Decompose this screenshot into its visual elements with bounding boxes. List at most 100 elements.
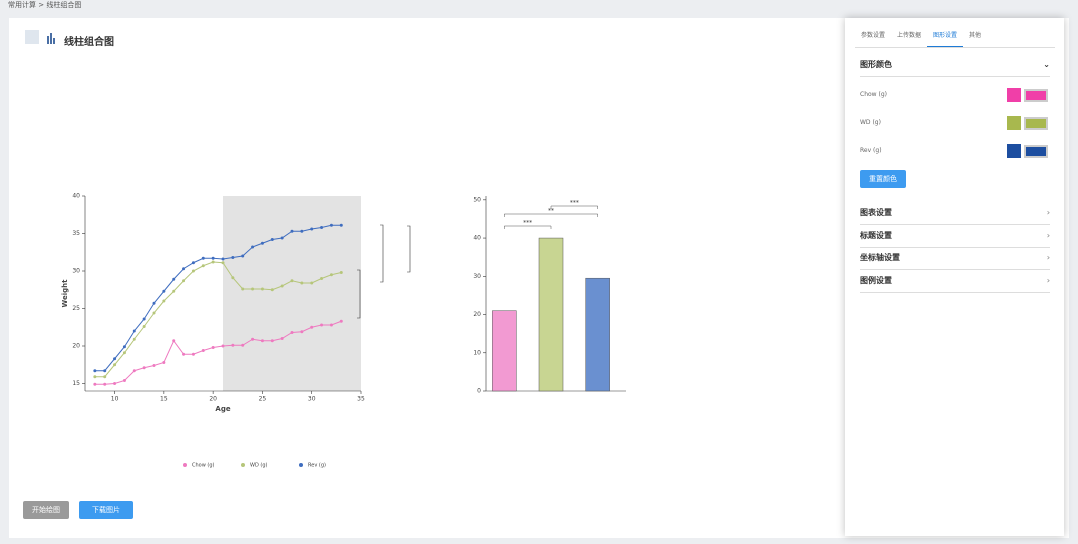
section-title[interactable]: 坐标轴设置 › xyxy=(860,247,1050,270)
point xyxy=(241,287,245,291)
point xyxy=(191,269,195,273)
point xyxy=(231,343,235,347)
point xyxy=(251,287,255,291)
tab[interactable]: 图形设置 xyxy=(927,26,964,47)
tab[interactable]: 参数设置 xyxy=(861,32,886,39)
color-swatch[interactable] xyxy=(1007,116,1021,130)
button[interactable]: 开始绘图 xyxy=(23,501,69,519)
color-swatch[interactable] xyxy=(1007,144,1021,158)
point xyxy=(162,299,166,303)
point xyxy=(93,369,97,373)
point xyxy=(270,238,274,241)
legend-label: Chow (g) xyxy=(192,463,215,469)
y-tick-label: 40 xyxy=(72,193,80,200)
point xyxy=(221,257,225,261)
point xyxy=(132,337,136,341)
y-tick-label: 20 xyxy=(473,311,481,318)
point xyxy=(329,323,333,327)
color-label: Chow (g) xyxy=(860,91,887,98)
point xyxy=(182,267,186,271)
point xyxy=(290,279,294,283)
point xyxy=(103,369,107,373)
section-title[interactable]: 图例设置 › xyxy=(860,270,1050,293)
significance-bracket xyxy=(550,205,598,209)
y-tick-label: 20 xyxy=(72,343,80,350)
point xyxy=(122,351,126,355)
chevron: › xyxy=(1046,275,1050,285)
y-tick-label: 40 xyxy=(473,235,481,242)
y-tick-label: 0 xyxy=(477,388,481,395)
point xyxy=(339,271,343,274)
point xyxy=(251,337,255,341)
label: 标题设置 xyxy=(860,230,892,240)
label: 图例设置 xyxy=(860,275,892,285)
point xyxy=(231,276,235,280)
y-tick-label: 15 xyxy=(72,380,80,387)
x-tick-label: 15 xyxy=(160,396,168,403)
point xyxy=(142,325,146,328)
label: 图表设置 xyxy=(860,208,892,217)
label: 图形颜色 xyxy=(860,60,892,69)
point xyxy=(320,277,324,280)
point xyxy=(310,281,314,285)
point xyxy=(211,256,215,260)
button[interactable]: 重置颜色 xyxy=(860,170,906,188)
point xyxy=(241,254,245,258)
button[interactable]: 下载图片 xyxy=(79,501,133,519)
point xyxy=(182,279,186,283)
section-title[interactable]: 标题设置 › xyxy=(860,225,1050,248)
point xyxy=(182,352,186,356)
point xyxy=(329,223,333,227)
y-tick-label: 30 xyxy=(473,273,481,280)
color-bar[interactable] xyxy=(1024,117,1048,130)
x-tick-label: 20 xyxy=(209,396,217,403)
charts: 15 20 25 30 35 40 10 15 20 25 30 35 Age Weight Chow (g… xyxy=(25,30,626,469)
point xyxy=(201,349,205,352)
point xyxy=(93,382,97,386)
point xyxy=(310,227,314,231)
color-swatch[interactable] xyxy=(1007,88,1021,102)
point xyxy=(201,264,205,268)
significance-bracket xyxy=(407,225,411,273)
tabs: 参数设置 上传数据 图形设置 其他 xyxy=(855,26,1055,48)
legend-marker xyxy=(299,463,303,467)
point xyxy=(231,256,235,259)
color-row: Chow (g) xyxy=(860,88,1050,102)
section-title[interactable]: 图形颜色 ⌄ xyxy=(860,54,1050,77)
color-row: WD (g) xyxy=(860,116,1050,130)
significance-label: *** xyxy=(570,200,579,207)
settings-panel: 参数设置 上传数据 图形设置 其他 图形颜色 ⌄ 重置颜色 Chow (g) WD (g)… xyxy=(845,18,1064,536)
x-tick-label: 25 xyxy=(259,396,267,403)
point xyxy=(211,346,215,349)
color-label: Rev (g) xyxy=(860,147,882,154)
bar xyxy=(538,237,564,392)
color-bar[interactable] xyxy=(1024,89,1048,102)
significance-bracket xyxy=(504,213,598,217)
point xyxy=(280,284,284,288)
page-title: 线柱组合图 xyxy=(64,37,114,48)
crumb[interactable]: 常用计算 xyxy=(8,1,36,9)
point xyxy=(310,325,314,329)
series-line xyxy=(94,320,342,385)
tab[interactable]: 其他 xyxy=(969,32,982,39)
point xyxy=(221,344,225,348)
y-tick-label: 25 xyxy=(72,305,80,312)
point xyxy=(260,241,264,245)
bar xyxy=(585,277,610,392)
y-tick-label: 30 xyxy=(72,268,80,275)
point xyxy=(142,366,146,370)
x-tick-label: 30 xyxy=(308,396,316,403)
tab[interactable]: 上传数据 xyxy=(897,32,922,39)
y-tick-label: 10 xyxy=(473,349,481,356)
point xyxy=(221,261,225,265)
legend-marker xyxy=(183,463,187,467)
color-bar[interactable] xyxy=(1024,145,1048,158)
point xyxy=(290,331,294,334)
y-axis-label: Weight xyxy=(61,279,69,308)
point xyxy=(122,345,126,349)
icon xyxy=(53,38,55,44)
chevron: › xyxy=(1046,253,1050,262)
point xyxy=(122,379,126,382)
section-title[interactable]: 图表设置 › xyxy=(860,202,1050,225)
point xyxy=(152,364,156,367)
